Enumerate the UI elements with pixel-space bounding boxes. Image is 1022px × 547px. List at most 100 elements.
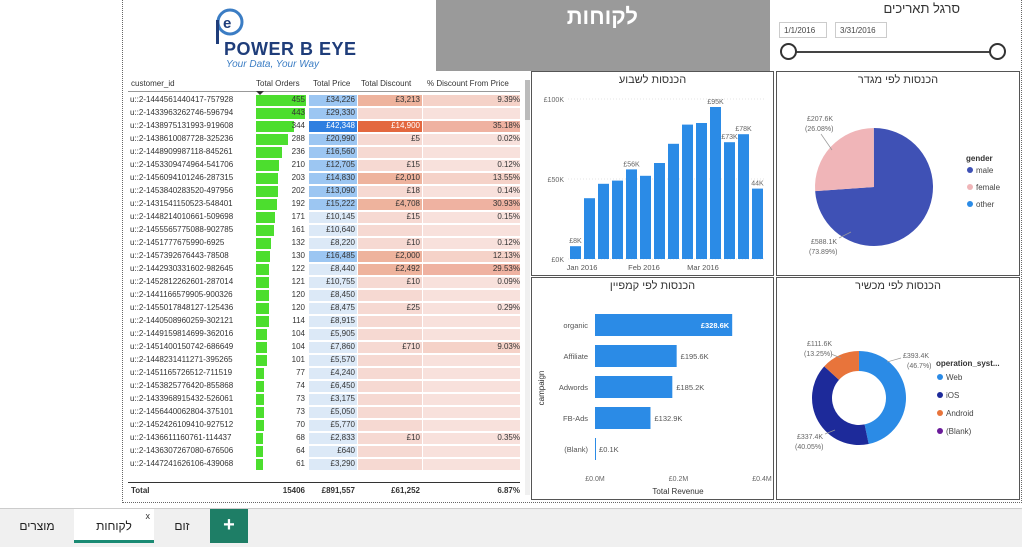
cell-total-discount [358,107,420,119]
cell-customer-id: u::2-1442930331602-982645 [130,264,234,273]
tab-zoom[interactable]: זום [174,519,190,533]
discount-cell-bg [358,433,422,444]
weekly-bar [668,143,679,259]
cell-total-price: £34,226 [326,95,355,104]
weekly-bar [710,107,721,259]
web-value-label: £393.4K [903,353,929,360]
x-tick-label: Mar 2016 [687,263,719,272]
date-slider-start-handle[interactable] [780,43,797,60]
table-row[interactable]: u::2-1436611160761-114437 68 £2,833 £10 0.35… [128,432,524,444]
table-row[interactable]: u::2-1449159814699-362016 104 £5,905 [128,328,524,340]
table-row[interactable]: u::2-1451165726512-711519 77 £4,240 [128,367,524,379]
cell-total-discount: £5 [411,134,420,143]
cell-discount-pct [423,146,520,158]
gender-pie-chart: £207.6K (26.08%) £588.1K (73.89%) gender male… [805,116,1001,256]
table-row[interactable]: u::2-1438610087728-325236 288 £20,990 £5 0.0… [128,133,524,145]
table-row[interactable]: u::2-1451777675990-6925 132 £8,220 £10 0.12% [128,237,524,249]
cell-total-discount: £3,213 [395,95,420,104]
table-row[interactable]: u::2-1442930331602-982645 122 £8,440 £2,492… [128,263,524,275]
table-row[interactable]: u::2-1452812262601-287014 121 £10,755 £10 0.… [128,276,524,288]
legend-marker-(Blank) [937,428,943,434]
date-slider-track[interactable] [788,51,998,53]
col-header-customer-id[interactable]: customer_id [131,79,175,88]
table-scroll-thumb[interactable] [525,80,530,120]
table-row[interactable]: u::2-1455565775088-902785 161 £10,640 [128,224,524,236]
cell-total-discount [358,458,420,470]
orders-databar [256,160,279,171]
table-row[interactable]: u::2-1448214010661-509698 171 £10,145 £15 0.… [128,211,524,223]
table-row[interactable]: u::2-1455017848127-125436 120 £8,475 £25 0.2… [128,302,524,314]
table-row[interactable]: u::2-1441166579905-900326 120 £8,450 [128,289,524,301]
close-icon[interactable]: x [145,511,151,521]
logo-text: POWER B EYE [224,39,357,59]
col-header-total-orders[interactable]: Total Orders [256,79,300,88]
orders-databar [256,173,278,184]
table-row[interactable]: u::2-1452426109410-927512 70 £5,770 [128,419,524,431]
table-row[interactable]: u::2-1433968915432-526061 73 £3,175 [128,393,524,405]
discount-cell-bg [358,381,422,392]
table-row[interactable]: u::2-1447241626106-439068 61 £3,290 [128,458,524,470]
discount-pct-cell-bg [423,108,520,119]
cell-total-price: £7,860 [330,342,355,351]
table-row[interactable]: u::2-1457392676443-78508 130 £16,485 £2,000… [128,250,524,262]
table-row[interactable]: u::2-1456094101246-287315 203 £14,830 £2,01… [128,172,524,184]
cell-total-price: £5,770 [330,420,355,429]
discount-pct-cell-bg [423,433,520,444]
add-page-button[interactable]: + [210,509,248,543]
price-cell-bg [309,303,357,314]
total-divider [128,482,520,483]
table-scrollbar[interactable] [525,80,530,495]
tab-products[interactable]: מוצרים [19,519,55,533]
date-slider-end-handle[interactable] [989,43,1006,60]
table-row[interactable]: u::2-1438975131993-919608 344 £42,348 £14,9… [128,120,524,132]
orders-databar [256,277,269,288]
cell-customer-id: u::2-1453840283520-497956 [130,186,234,195]
bar-data-label: £8K [569,238,582,245]
cell-total-price: £16,485 [326,251,355,260]
table-row[interactable]: u::2-1448231411271-395265 101 £5,570 [128,354,524,366]
table-row[interactable]: u::2-1440508960259-302121 114 £8,915 [128,315,524,327]
orders-databar [256,290,269,301]
donut-slice-iOS [812,366,869,445]
table-row[interactable]: u::2-1453840283520-497956 202 £13,090 £18 0.… [128,185,524,197]
cell-discount-pct: 13.55% [492,173,520,182]
cell-customer-id: u::2-1455017848127-125436 [130,303,234,312]
discount-cell-bg [358,355,422,366]
cell-total-price: £20,990 [326,134,355,143]
cell-total-orders: 121 [291,277,305,286]
discount-cell-bg [358,420,422,431]
date-end-input[interactable]: 3/31/2016 [835,22,887,38]
discount-pct-cell-bg [423,420,520,431]
price-cell-bg [309,394,357,405]
cell-total-orders: 73 [296,394,305,403]
col-header-discount-pct[interactable]: % Discount From Price [427,79,509,88]
table-row[interactable]: u::2-1444561440417-757928 455 £34,226 £3,21… [128,94,524,106]
table-row[interactable]: u::2-1433963262746-596794 443 £29,330 [128,107,524,119]
donut-slice-Web [859,351,906,444]
table-row[interactable]: u::2-1448909987118-845261 236 £16,560 [128,146,524,158]
table-row[interactable]: u::2-1451400150742-686649 104 £7,860 £710 9.… [128,341,524,353]
discount-cell-bg [358,95,422,106]
bar-data-label: 44K [751,181,764,188]
col-header-total-price[interactable]: Total Price [313,79,351,88]
cell-total-discount: £10 [406,238,420,247]
cell-total-discount [358,419,420,431]
x-tick-label: £0.0M [585,476,605,483]
cell-total-price: £10,640 [326,225,355,234]
table-row[interactable]: u::2-1453825776420-855868 74 £6,450 [128,380,524,392]
col-header-total-discount[interactable]: Total Discount [361,79,412,88]
cell-customer-id: u::2-1440508960259-302121 [130,316,234,325]
cell-discount-pct [423,419,520,431]
table-row[interactable]: u::2-1456440062804-375101 73 £5,050 [128,406,524,418]
cell-discount-pct: 9.39% [497,95,520,104]
price-cell-bg [309,407,357,418]
orders-databar [256,407,264,418]
tab-customers[interactable]: לקוחות x [74,509,154,543]
table-row[interactable]: u::2-1436307267080-676506 64 £640 [128,445,524,457]
table-row[interactable]: u::2-1453309474964-541706 210 £12,705 £15 0.… [128,159,524,171]
campaign-bar [595,376,673,398]
date-start-input[interactable]: 1/1/2016 [779,22,827,38]
cell-total-price: £3,175 [330,394,355,403]
table-row[interactable]: u::2-1431541150523-548401 192 £15,222 £4,70… [128,198,524,210]
y-tick-label: £100K [544,97,565,104]
